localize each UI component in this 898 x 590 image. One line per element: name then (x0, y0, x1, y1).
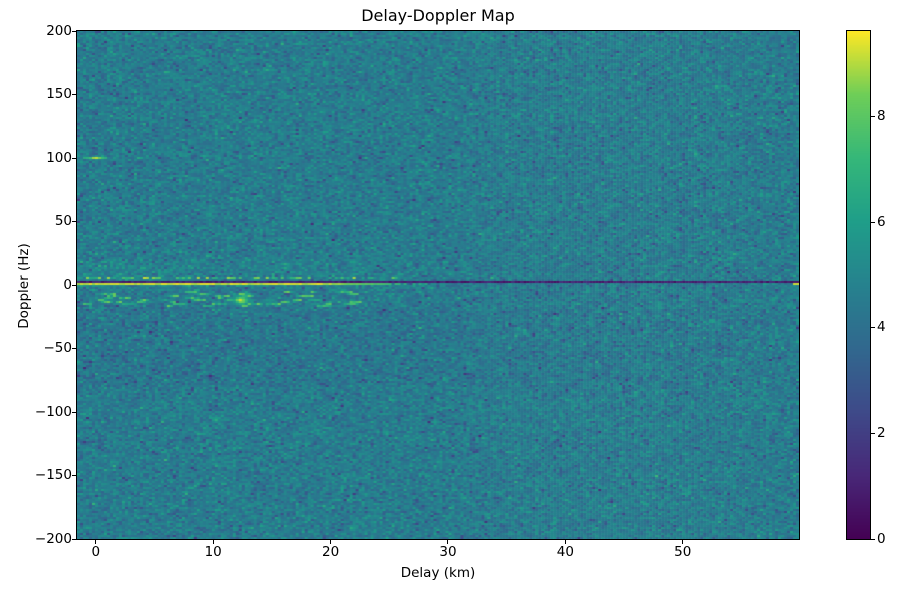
colorbar-tick-label: 2 (877, 424, 886, 441)
x-tick-mark (330, 540, 332, 544)
y-tick-label: −200 (34, 530, 72, 547)
y-tick-mark (72, 221, 76, 222)
x-axis-label: Delay (km) (400, 565, 476, 581)
y-tick-mark (72, 157, 76, 159)
x-tick-mark (95, 540, 97, 544)
y-tick-label: 0 (63, 276, 72, 293)
y-tick-mark (72, 284, 76, 286)
x-tick-label: 0 (91, 544, 101, 560)
x-tick-label: 10 (204, 544, 222, 560)
delay-doppler-heatmap (77, 31, 799, 539)
colorbar-tick-mark (871, 327, 875, 329)
y-tick-mark (72, 411, 76, 413)
x-tick-mark (212, 540, 214, 544)
colorbar-tick-label: 0 (877, 530, 886, 547)
x-tick-mark (564, 540, 566, 544)
y-tick-mark (72, 30, 76, 32)
y-tick-mark (72, 348, 76, 349)
y-tick-label: −100 (34, 403, 72, 420)
colorbar-tick-mark (871, 116, 875, 118)
colorbar-tick-label: 6 (877, 213, 886, 230)
x-tick-label: 30 (439, 544, 457, 560)
x-tick-mark (682, 540, 684, 544)
y-tick-mark (72, 538, 76, 540)
y-axis-label: Doppler (Hz) (16, 243, 32, 329)
chart-title: Delay-Doppler Map (361, 6, 515, 25)
x-tick-label: 20 (321, 544, 340, 560)
y-tick-label: 200 (46, 22, 72, 39)
colorbar-tick-label: 8 (877, 108, 886, 125)
colorbar-tick-mark (871, 538, 875, 540)
y-tick-label: 100 (46, 149, 72, 166)
y-tick-label: 150 (46, 86, 72, 102)
y-tick-label: −50 (43, 340, 73, 356)
x-tick-mark (447, 540, 449, 544)
colorbar-tick-mark (871, 432, 875, 434)
y-tick-label: 50 (54, 213, 72, 229)
colorbar-tick-label: 4 (877, 319, 886, 336)
colorbar (847, 31, 870, 539)
y-tick-mark (72, 94, 76, 95)
y-tick-mark (72, 475, 76, 476)
x-tick-label: 40 (556, 544, 574, 560)
colorbar-tick-mark (871, 221, 875, 223)
x-tick-label: 50 (674, 544, 692, 560)
y-tick-label: −150 (34, 467, 72, 483)
